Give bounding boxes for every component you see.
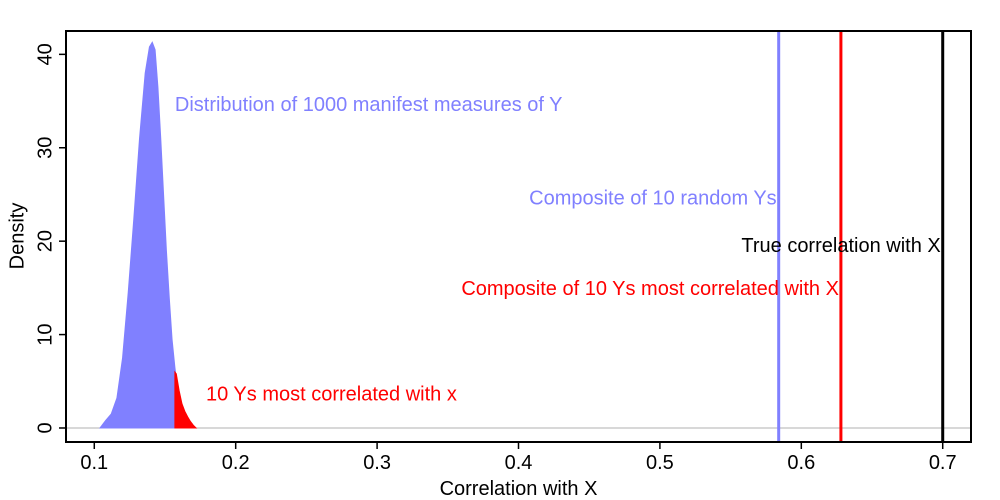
x-tick-label: 0.6 bbox=[787, 452, 815, 474]
density-area-layer bbox=[98, 41, 198, 429]
annotation-composite: Composite of 10 Ys most correlated with … bbox=[461, 278, 839, 300]
y-tick-label: 40 bbox=[34, 43, 56, 65]
y-tick-label: 30 bbox=[34, 137, 56, 159]
annotation-dist: Distribution of 1000 manifest measures o… bbox=[175, 94, 563, 116]
x-tick-label: 0.2 bbox=[222, 452, 250, 474]
x-tick-label: 0.3 bbox=[363, 452, 391, 474]
x-tick-label: 0.5 bbox=[646, 452, 674, 474]
density-area-top-10 bbox=[174, 370, 198, 429]
annotation-random: Composite of 10 random Ys bbox=[529, 187, 777, 209]
x-axis: 0.1 0.2 0.3 0.4 0.5 0.6 0.7 bbox=[80, 442, 957, 474]
annotation-layer: Distribution of 1000 manifest measures o… bbox=[175, 94, 941, 406]
x-tick-label: 0.1 bbox=[80, 452, 108, 474]
annotation-true: True correlation with X bbox=[741, 235, 940, 257]
y-tick-label: 20 bbox=[34, 230, 56, 252]
vertical-line-layer bbox=[777, 31, 945, 442]
density-area-all-measures bbox=[98, 41, 179, 429]
y-tick-label: 10 bbox=[34, 323, 56, 345]
x-tick-label: 0.7 bbox=[929, 452, 957, 474]
x-axis-title: Correlation with X bbox=[440, 478, 598, 500]
annotation-top10: 10 Ys most correlated with x bbox=[206, 384, 457, 406]
y-axis: 0 10 20 30 40 bbox=[34, 43, 66, 434]
y-tick-label: 0 bbox=[34, 422, 56, 433]
y-axis-title: Density bbox=[6, 203, 28, 270]
x-tick-label: 0.4 bbox=[505, 452, 533, 474]
